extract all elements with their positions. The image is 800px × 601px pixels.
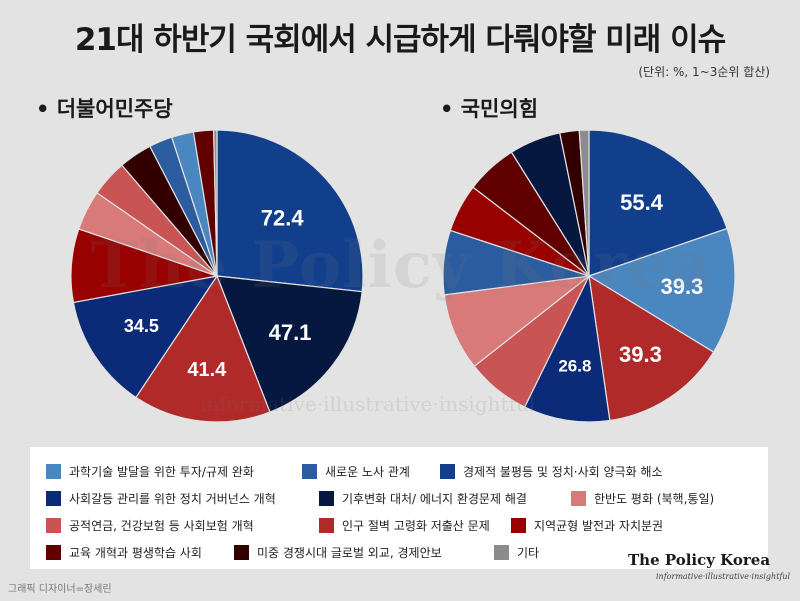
legend-swatch <box>440 464 455 479</box>
legend-label: 경제적 불평등 및 정치·사회 양극화 해소 <box>463 465 663 479</box>
legend-swatch <box>571 491 586 506</box>
legend-row: 교육 개혁과 평생학습 사회 미중 경쟁시대 글로벌 외교, 경제안보 기타 <box>46 539 768 566</box>
legend-label: 교육 개혁과 평생학습 사회 <box>69 546 202 560</box>
legend-row: 사회갈등 관리를 위한 정치 거버넌스 개혁 기후변화 대처/ 에너지 환경문제… <box>46 485 768 512</box>
pie-slice <box>216 129 364 293</box>
pie-slice <box>578 129 590 277</box>
legend-swatch <box>494 545 509 560</box>
designer-credit: 그래픽 디자이너=장세린 <box>8 584 112 595</box>
legend-item: 사회갈등 관리를 위한 정치 거버넌스 개혁 <box>46 490 319 507</box>
pie-chart-0: 72.4 47.1 41.4 34.5 <box>70 129 364 423</box>
legend-label: 새로운 노사 관계 <box>325 465 410 479</box>
legend-label: 과학기술 발달을 위한 투자/규제 완화 <box>69 465 254 479</box>
pie-slice <box>135 274 271 423</box>
legend-swatch <box>234 545 249 560</box>
legend-swatch <box>302 464 317 479</box>
legend-swatch <box>319 491 334 506</box>
legend-row: 공적연금, 건강보험 등 사회보험 개혁 인구 절벽 고령화 저출산 문제 지역… <box>46 512 768 539</box>
legend-label: 사회갈등 관리를 위한 정치 거버넌스 개혁 <box>69 492 276 506</box>
pie-slice <box>523 273 611 423</box>
legend-label: 공적연금, 건강보험 등 사회보험 개혁 <box>69 519 254 533</box>
brand-logo: The Policy Korea <box>628 551 771 569</box>
party-title-democratic: • 더불어민주당 <box>36 97 173 121</box>
legend-label: 한반도 평화 (북핵,통일) <box>594 492 715 506</box>
legend-label: 인구 절벽 고령화 저출산 문제 <box>342 519 490 533</box>
legend-item: 한반도 평화 (북핵,통일) <box>571 490 714 507</box>
pie-slice <box>216 275 363 413</box>
pie-value-label: 34.5 <box>124 316 159 336</box>
pie-value-label: 72.4 <box>261 205 305 230</box>
pie-slice <box>588 129 728 277</box>
party-title-ppp: • 국민의힘 <box>440 97 539 121</box>
pie-slice <box>72 275 219 399</box>
legend-item: 기후변화 대처/ 에너지 환경문제 해결 <box>319 490 571 507</box>
legend-label: 기후변화 대처/ 에너지 환경문제 해결 <box>342 492 527 506</box>
watermark: The Policy Korea <box>90 228 713 303</box>
legend-item: 새로운 노사 관계 <box>302 463 440 480</box>
pie-value-label: 47.1 <box>269 320 312 345</box>
legend-item: 교육 개혁과 평생학습 사회 <box>46 544 234 561</box>
legend-item: 경제적 불평등 및 정치·사회 양극화 해소 <box>440 463 663 480</box>
brand-tagline: informative·illustrative·insightful <box>656 572 791 581</box>
legend-label: 기타 <box>517 546 540 560</box>
unit-note: (단위: %, 1~3순위 합산) <box>638 65 770 79</box>
legend-label: 지역균형 발전과 자치분권 <box>534 519 664 533</box>
page-title: 21대 하반기 국회에서 시급하게 다뤄야할 미래 이슈 <box>74 22 726 58</box>
legend-swatch <box>46 464 61 479</box>
legend-swatch <box>46 545 61 560</box>
pie-value-label: 26.8 <box>558 357 591 376</box>
legend-swatch <box>46 518 61 533</box>
pie-value-label: 41.4 <box>187 359 227 381</box>
legend-swatch <box>319 518 334 533</box>
pie-slice <box>588 274 715 422</box>
chart-legend: 과학기술 발달을 위한 투자/규제 완화 새로운 노사 관계 경제적 불평등 및… <box>30 447 768 569</box>
pie-slice <box>213 129 218 277</box>
legend-item: 기타 <box>494 544 539 561</box>
legend-item: 지역균형 발전과 자치분권 <box>511 517 663 534</box>
pie-value-label: 39.3 <box>619 342 662 367</box>
pie-value-label: 39.3 <box>660 274 703 299</box>
legend-item: 공적연금, 건강보험 등 사회보험 개혁 <box>46 517 319 534</box>
legend-item: 과학기술 발달을 위한 투자/규제 완화 <box>46 463 302 480</box>
legend-row: 과학기술 발달을 위한 투자/규제 완화 새로운 노사 관계 경제적 불평등 및… <box>46 458 768 485</box>
legend-swatch <box>511 518 526 533</box>
legend-label: 미중 경쟁시대 글로벌 외교, 경제안보 <box>257 546 442 560</box>
watermark-tagline: informative·illustrative·insightful <box>200 392 536 416</box>
pie-slice <box>587 227 736 353</box>
pie-chart-1: 55.4 39.3 39.3 26.8 <box>442 129 736 423</box>
legend-item: 인구 절벽 고령화 저출산 문제 <box>319 517 511 534</box>
legend-swatch <box>46 491 61 506</box>
pie-value-label: 55.4 <box>620 190 664 215</box>
legend-item: 미중 경쟁시대 글로벌 외교, 경제안보 <box>234 544 494 561</box>
